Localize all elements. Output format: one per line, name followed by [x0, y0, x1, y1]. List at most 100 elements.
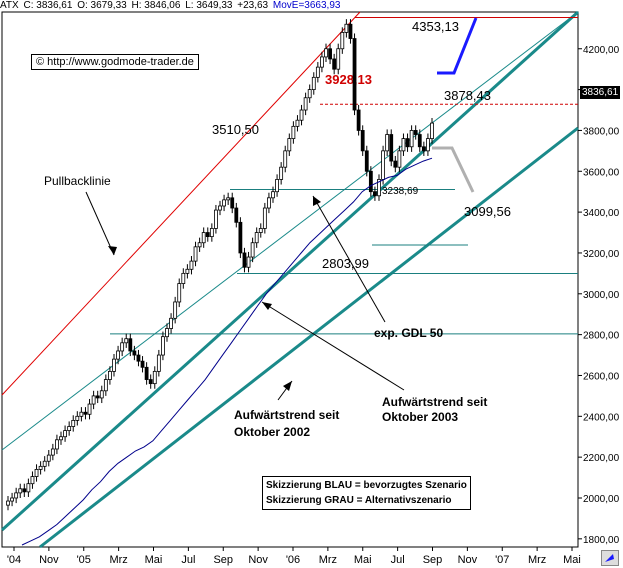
candle	[368, 170, 373, 193]
candle	[287, 138, 292, 152]
candle	[79, 411, 84, 417]
candle	[185, 268, 190, 274]
candle	[348, 23, 353, 39]
candle	[128, 338, 133, 352]
candle	[91, 395, 96, 405]
candle	[112, 358, 116, 372]
candle	[377, 179, 381, 197]
candle	[299, 109, 304, 121]
candle	[99, 390, 104, 399]
candle	[75, 415, 80, 421]
scenario-legend: Skizzierung BLAU = bevorzugtes Szenario …	[262, 476, 471, 510]
candle	[177, 283, 182, 303]
legend-blue: Skizzierung BLAU = bevorzugtes Szenario	[266, 480, 467, 491]
y-tick-label: 3200,00	[583, 249, 620, 260]
candle	[234, 207, 239, 223]
candle	[87, 403, 92, 415]
x-tick-label: Mrz	[319, 554, 337, 566]
x-tick-label: '04	[7, 554, 21, 566]
x-tick-label: Mrz	[109, 554, 127, 566]
x-tick-label: Mai	[145, 554, 163, 566]
candle	[409, 130, 414, 148]
candle	[352, 38, 357, 111]
candle	[38, 465, 43, 470]
candle	[242, 252, 247, 268]
candle	[393, 160, 398, 168]
candle	[181, 272, 186, 284]
ma-line	[21, 157, 433, 546]
candle	[417, 134, 422, 148]
level-label: 3238,69	[382, 186, 419, 197]
candle	[271, 191, 275, 199]
trend-parallel	[1, 11, 579, 451]
candle	[10, 497, 14, 502]
y-tick-label: 2000,00	[583, 494, 620, 505]
candle	[315, 66, 320, 78]
candle	[140, 360, 145, 368]
candle	[95, 395, 100, 399]
y-tick-label: 3600,00	[583, 167, 620, 178]
candle	[71, 419, 76, 427]
x-tick-label: Mai	[563, 554, 581, 566]
candle	[103, 379, 108, 392]
annotation-trend-2003-b: Oktober 2003	[382, 410, 458, 424]
candle	[152, 370, 157, 385]
last-value-badge: 3836,61	[580, 86, 621, 99]
symbol-label: ATX	[0, 0, 19, 11]
tool-arrow-icon[interactable]	[601, 550, 619, 566]
annotation-trend-2003: Aufwärtstrend seit	[382, 395, 487, 409]
candle	[283, 150, 288, 168]
candle	[385, 134, 390, 152]
candle	[430, 122, 434, 140]
candle	[26, 483, 31, 493]
candle	[324, 48, 328, 58]
candle	[67, 426, 72, 432]
candle	[421, 146, 426, 152]
candle	[246, 256, 251, 268]
annotation-pullback: Pullbacklinie	[44, 174, 111, 188]
candle	[397, 150, 402, 168]
candle	[165, 328, 169, 338]
candle	[46, 454, 51, 462]
candle	[226, 197, 231, 201]
candle	[156, 354, 161, 372]
candle	[42, 460, 47, 467]
x-tick-label: '05	[77, 554, 91, 566]
candle	[144, 366, 149, 380]
y-tick-label: 2800,00	[583, 331, 620, 342]
arrowhead	[108, 246, 117, 255]
level-label: 3928,13	[325, 72, 372, 87]
legend-grey: Skizzierung GRAU = Alternativszenario	[266, 495, 452, 506]
candle	[401, 138, 406, 152]
candle	[413, 130, 418, 135]
y-tick-label: 1800,00	[583, 535, 620, 546]
ma-label: MovE=3663,93	[272, 0, 341, 11]
arrowhead	[262, 302, 272, 310]
candle	[22, 488, 27, 493]
candle	[169, 317, 173, 329]
candle	[63, 430, 67, 438]
candle	[14, 492, 19, 499]
candle	[389, 134, 394, 162]
candle	[356, 109, 361, 131]
candle	[218, 205, 222, 211]
annotation-trend-2002-b: Oktober 2002	[234, 425, 310, 439]
candle	[214, 209, 218, 229]
y-tick-label: 2600,00	[583, 371, 620, 382]
candle	[136, 354, 141, 362]
candle	[332, 58, 337, 70]
level-label: 4353,13	[412, 19, 459, 34]
candle	[291, 125, 296, 140]
annotation-trend-2002: Aufwärtstrend seit	[234, 408, 339, 422]
level-label: 3878,43	[444, 88, 491, 103]
level-label: 3510,50	[212, 122, 259, 137]
x-tick-label: '07	[495, 554, 509, 566]
plot-frame	[1, 11, 579, 548]
candle	[30, 476, 35, 485]
candle	[267, 197, 271, 209]
candle	[295, 119, 300, 127]
candle	[148, 379, 153, 385]
chart-header: ATX C: 3836,61 O: 3679,33 H: 3846,06 L: …	[0, 0, 342, 12]
annotation-gdl: exp. GDL 50	[374, 326, 443, 340]
